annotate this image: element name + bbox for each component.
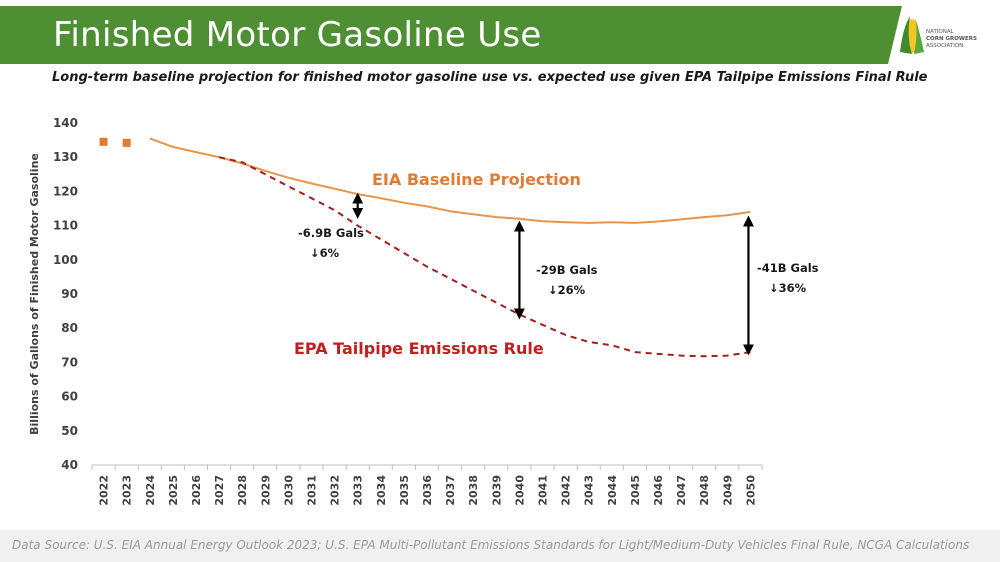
epa-series-line: [218, 156, 751, 358]
x-tick-label: 2035: [398, 475, 411, 506]
x-tick-label: 2028: [236, 475, 249, 506]
y-axis-label: Billions of Gallons of Finished Motor Ga…: [28, 153, 41, 435]
y-tick-label: 140: [53, 116, 78, 130]
annotation-percent: ↓26%: [548, 283, 586, 297]
x-tick-label: 2043: [583, 475, 596, 506]
x-tick-label: 2026: [190, 475, 203, 506]
x-tick-label: 2050: [744, 475, 757, 506]
epa-series-label: EPA Tailpipe Emissions Rule: [294, 339, 544, 358]
logo-text: NATIONAL: [926, 29, 955, 35]
x-tick-label: 2036: [421, 475, 434, 506]
x-tick-label: 2032: [329, 475, 342, 506]
page-title: Finished Motor Gasoline Use: [53, 15, 542, 55]
y-tick-label: 80: [61, 321, 78, 335]
x-tick-label: 2024: [144, 475, 157, 506]
y-tick-label: 100: [53, 253, 78, 267]
corn-logo-icon: NATIONAL CORN GROWERS ASSOCIATION: [888, 6, 1000, 64]
y-tick-label: 130: [53, 150, 78, 164]
annotation-label: -41B Gals: [757, 261, 819, 275]
logo-text: ASSOCIATION: [926, 43, 963, 49]
y-tick-label: 110: [53, 219, 78, 233]
historical-point: [122, 138, 131, 147]
x-tick-label: 2037: [444, 475, 457, 506]
logo-text: CORN GROWERS: [926, 36, 977, 42]
baseline-series-label: EIA Baseline Projection: [372, 170, 581, 189]
x-tick-label: 2025: [167, 475, 180, 506]
x-tick-label: 2049: [721, 475, 734, 506]
y-tick-label: 50: [61, 424, 78, 438]
x-tick-label: 2030: [282, 475, 295, 506]
data-source-note: Data Source: U.S. EIA Annual Energy Outl…: [12, 538, 970, 552]
annotation-percent: ↓36%: [769, 281, 807, 295]
annotation-label: -29B Gals: [536, 263, 598, 277]
x-tick-label: 2039: [490, 475, 503, 506]
chart-subtitle: Long-term baseline projection for finish…: [52, 70, 928, 85]
header-bar: [0, 6, 888, 64]
annotation-label: -6.9B Gals: [298, 226, 364, 240]
x-tick-label: 2027: [213, 475, 226, 506]
y-tick-label: 120: [53, 184, 78, 198]
x-tick-label: 2042: [560, 475, 573, 506]
y-tick-label: 40: [61, 458, 78, 472]
x-tick-label: 2034: [375, 475, 388, 506]
gasoline-line-chart: 40 50 60 70 80 90 100 110 120 130 140 2022 2023 2024…: [28, 116, 819, 506]
series-lines: [99, 137, 751, 358]
x-tick-label: 2044: [606, 475, 619, 506]
x-tick-label: 2046: [652, 475, 665, 506]
x-tick-label: 2031: [305, 475, 318, 506]
y-tick-label: 60: [61, 390, 78, 404]
x-tick-label: 2023: [121, 475, 134, 506]
annotation-percent: ↓6%: [310, 246, 340, 260]
x-tick-label: 2041: [537, 475, 550, 506]
historical-point: [99, 137, 108, 146]
x-tick-label: 2040: [513, 475, 526, 506]
x-tick-label: 2045: [629, 475, 642, 506]
x-tick-label: 2022: [98, 475, 111, 506]
x-tick-label: 2038: [467, 475, 480, 506]
x-tick-label: 2047: [675, 475, 688, 506]
x-tick-label: 2033: [352, 475, 365, 506]
footer: Data Source: U.S. EIA Annual Energy Outl…: [0, 530, 1000, 562]
annotations: -6.9B Gals ↓6% -29B Gals ↓26% -41B Gals ↓36%: [298, 192, 819, 356]
y-axis: 40 50 60 70 80 90 100 110 120 130 140: [53, 116, 78, 472]
y-tick-label: 70: [61, 355, 78, 369]
y-tick-label: 90: [61, 287, 78, 301]
x-axis: 2022 2023 2024 2025 2026 2027 2028 2029 2030 2031…: [91, 464, 763, 506]
baseline-series-line: [149, 137, 751, 224]
x-tick-label: 2048: [698, 475, 711, 506]
x-tick-label: 2029: [259, 475, 272, 506]
ncga-logo: NATIONAL CORN GROWERS ASSOCIATION: [888, 6, 1000, 64]
